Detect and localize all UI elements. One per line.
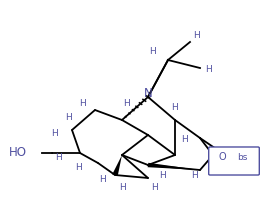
FancyBboxPatch shape [209,147,259,175]
Text: H: H [172,103,178,113]
Text: H: H [119,182,125,191]
Text: H: H [192,170,198,180]
Polygon shape [148,163,200,170]
Text: H: H [160,170,166,180]
Text: H: H [152,183,158,193]
Text: N: N [144,87,152,100]
Text: H: H [99,176,105,184]
Text: H: H [193,31,199,40]
Text: H: H [65,114,71,122]
Text: HO: HO [9,146,27,160]
Text: bs: bs [237,153,247,162]
Text: H: H [205,65,211,75]
Text: H: H [80,99,86,107]
Text: H: H [149,47,155,57]
Text: H: H [182,136,188,144]
Polygon shape [112,155,122,176]
Text: H: H [75,163,81,173]
Text: H: H [52,128,58,138]
Text: H: H [55,154,61,162]
Text: H: H [124,99,130,107]
Text: O: O [218,152,226,162]
